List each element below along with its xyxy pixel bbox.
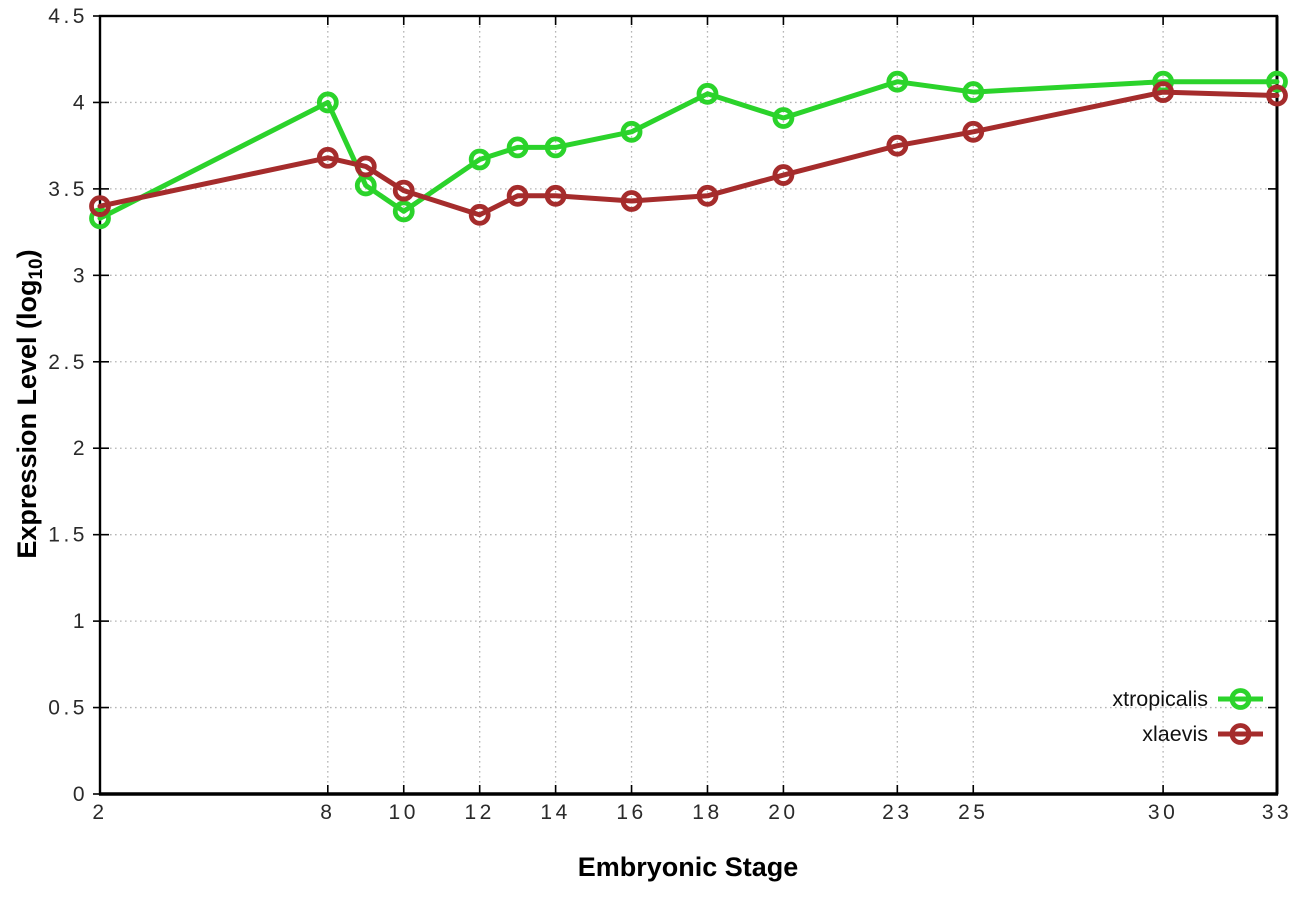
series-xlaevis-point xyxy=(620,190,643,212)
series-xlaevis-point xyxy=(886,134,909,157)
x-tick-label: 23 xyxy=(882,801,912,824)
x-axis-title-text: Embryonic Stage xyxy=(577,852,799,882)
series-xtropicalis-point xyxy=(468,148,491,171)
y-tick-label: 2 xyxy=(73,437,88,460)
series-xtropicalis-point xyxy=(506,136,529,159)
series-xtropicalis-point xyxy=(620,120,643,143)
x-tick-label: 18 xyxy=(692,801,722,824)
y-tick-label: 1 xyxy=(73,610,88,633)
series-xlaevis-point xyxy=(392,179,415,202)
x-tick-label: 12 xyxy=(464,801,494,824)
plot-border xyxy=(98,14,1279,796)
series-xlaevis-point xyxy=(316,146,339,169)
x-tick-label: 10 xyxy=(389,801,419,824)
y-axis-title-close: ) xyxy=(12,249,42,259)
y-tick-label: 3 xyxy=(73,264,88,287)
x-tick-label: 25 xyxy=(958,801,988,824)
y-tick-label: 0.5 xyxy=(48,697,88,720)
x-tick-label: 16 xyxy=(616,801,646,824)
series-xtropicalis-point xyxy=(696,82,719,105)
y-tick-label: 0 xyxy=(73,783,88,806)
y-tick-label: 4.5 xyxy=(48,5,88,28)
series-xtropicalis-point xyxy=(316,91,339,114)
series-xlaevis-point xyxy=(468,203,491,226)
series-xlaevis-point xyxy=(506,184,529,207)
x-tick-label: 8 xyxy=(320,801,335,824)
series-xlaevis-point xyxy=(1266,84,1288,107)
legend-label-xtropicalis: xtropicalis xyxy=(1112,687,1208,711)
x-tick-label: 20 xyxy=(768,801,798,824)
y-axis-title-subscript: 10 xyxy=(26,258,47,280)
y-tick-label: 3.5 xyxy=(48,178,88,201)
series-xlaevis-point xyxy=(696,184,719,207)
series-xlaevis-point xyxy=(1152,81,1174,103)
legend-label-xlaevis: xlaevis xyxy=(1142,722,1208,746)
y-axis-title: Expression Level (log10) xyxy=(12,249,48,558)
x-tick-label: 14 xyxy=(540,801,570,824)
legend-marker-xtropicalis xyxy=(1229,688,1252,710)
x-axis-title: Embryonic Stage xyxy=(578,852,799,883)
series-xtropicalis-point xyxy=(392,200,415,223)
series-xtropicalis-point xyxy=(886,70,909,93)
series-xtropicalis-point xyxy=(1266,70,1288,93)
legend-marker-xlaevis xyxy=(1229,723,1252,745)
x-tick-label: 30 xyxy=(1148,801,1178,824)
series-xlaevis-point xyxy=(962,120,985,143)
series-xlaevis-point xyxy=(544,184,567,207)
x-tick-label: 2 xyxy=(92,801,107,824)
y-tick-label: 1.5 xyxy=(48,524,88,547)
series-xtropicalis-point xyxy=(962,81,985,103)
series-xtropicalis-point xyxy=(544,136,567,159)
series-xlaevis-point xyxy=(772,164,795,186)
series-xlaevis-point xyxy=(354,155,377,178)
y-tick-label: 2.5 xyxy=(48,351,88,374)
y-tick-label: 4 xyxy=(73,91,88,114)
y-axis-title-text: Expression Level (log xyxy=(12,279,42,559)
series-xlaevis-point xyxy=(89,195,111,218)
series-xtropicalis-point xyxy=(772,107,795,129)
series-xlaevis-line xyxy=(97,89,1280,218)
x-tick-label: 33 xyxy=(1262,801,1292,824)
series-xtropicalis-point xyxy=(89,207,111,230)
